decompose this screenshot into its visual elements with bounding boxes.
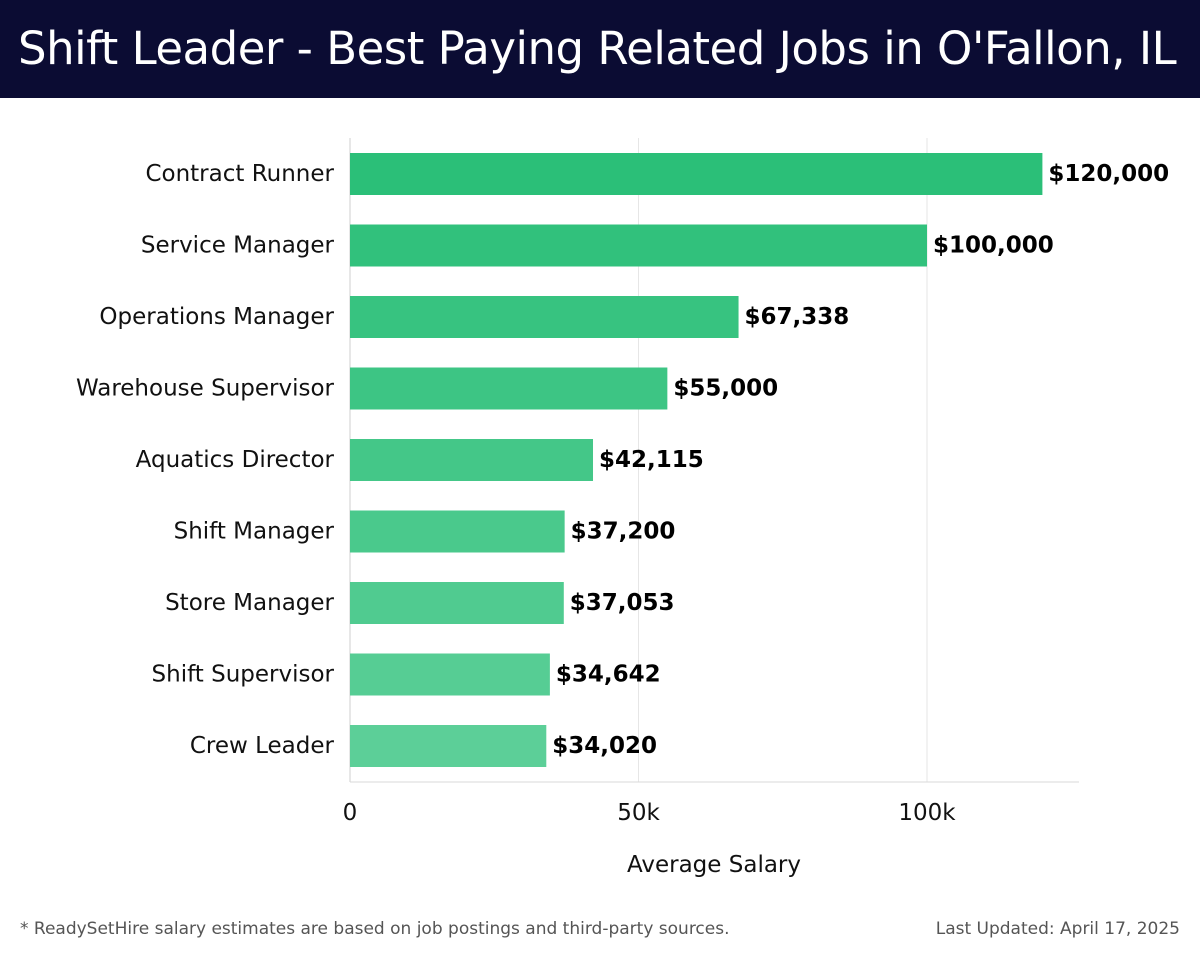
value-label: $42,115 — [599, 447, 704, 473]
page-title: Shift Leader - Best Paying Related Jobs … — [18, 22, 1177, 75]
category-label: Shift Manager — [174, 519, 335, 545]
footer-updated: Last Updated: April 17, 2025 — [935, 919, 1180, 939]
value-label: $37,053 — [570, 590, 675, 616]
bar — [350, 510, 565, 553]
bar — [350, 296, 739, 338]
footer-note: * ReadySetHire salary estimates are base… — [20, 919, 730, 939]
category-label: Shift Supervisor — [152, 662, 335, 688]
bar — [350, 439, 594, 481]
x-tick-label: 50k — [617, 800, 660, 826]
bars — [350, 153, 1043, 767]
bar — [350, 367, 668, 410]
bar — [350, 224, 927, 267]
x-tick-label: 100k — [898, 800, 956, 826]
bar — [350, 725, 547, 767]
x-tick-label: 0 — [343, 800, 358, 826]
value-label: $120,000 — [1048, 161, 1169, 187]
value-label: $37,200 — [571, 519, 676, 545]
value-label: $100,000 — [933, 233, 1054, 259]
labels: Contract Runner $120,000 Service Manager $1… — [76, 161, 1169, 878]
bar — [350, 653, 550, 696]
bar — [350, 582, 564, 624]
category-label: Warehouse Supervisor — [76, 376, 335, 402]
category-label: Contract Runner — [145, 161, 334, 187]
x-axis-title: Average Salary — [627, 852, 801, 878]
bar — [350, 153, 1043, 195]
value-label: $67,338 — [745, 304, 850, 330]
header-banner: Shift Leader - Best Paying Related Jobs … — [0, 0, 1200, 98]
category-label: Aquatics Director — [136, 447, 335, 473]
value-label: $34,020 — [552, 733, 657, 759]
category-label: Operations Manager — [99, 304, 334, 330]
salary-bar-chart: Contract Runner $120,000 Service Manager $1… — [76, 138, 1169, 878]
value-label: $55,000 — [673, 376, 778, 402]
category-label: Crew Leader — [190, 733, 335, 759]
value-label: $34,642 — [556, 662, 661, 688]
category-label: Store Manager — [165, 590, 334, 616]
category-label: Service Manager — [141, 233, 335, 259]
